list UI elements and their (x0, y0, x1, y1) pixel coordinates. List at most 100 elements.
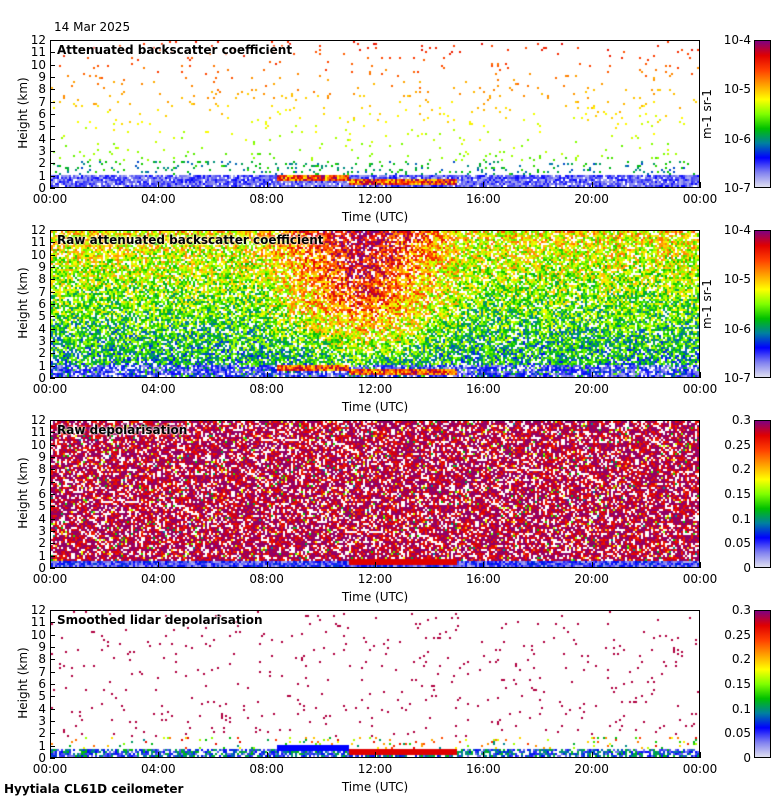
y-tick-mark (50, 745, 55, 747)
colorbar-tick-label: 0.25 (724, 437, 751, 452)
y-axis-label: Height (km) (16, 267, 30, 339)
x-tick-label: 20:00 (574, 382, 609, 396)
x-tick-label: 20:00 (574, 762, 609, 776)
x-tick-mark (483, 752, 485, 758)
x-tick-label: 00:00 (32, 572, 68, 586)
x-tick-mark (158, 752, 160, 758)
y-axis-label: Height (km) (16, 457, 30, 529)
colorbar-tick-label: 0.15 (724, 677, 751, 691)
x-tick-label: 12:00 (357, 762, 393, 776)
y-tick-label: 7 (38, 664, 46, 679)
y-tick-mark (50, 634, 55, 636)
x-tick-mark (50, 752, 51, 758)
y-tick-mark (50, 89, 55, 91)
panel-title: Raw attenuated backscatter coefficient (57, 233, 324, 247)
y-tick-mark (50, 52, 55, 54)
x-tick-mark (266, 372, 268, 378)
y-tick-mark (50, 568, 55, 569)
y-tick-label: 1 (38, 738, 46, 753)
y-tick-label: 12 (30, 413, 46, 427)
y-tick-mark (50, 543, 55, 545)
y-tick-label: 10 (30, 57, 46, 72)
x-tick-label: 08:00 (249, 762, 284, 776)
panel-title: Attenuated backscatter coefficient (57, 43, 293, 57)
y-tick-label: 0 (38, 181, 46, 195)
heatmap-canvas (51, 231, 699, 377)
y-tick-mark (50, 555, 55, 557)
x-tick-mark (266, 752, 268, 758)
colorbar-tick-label: 10-7 (723, 181, 751, 195)
x-tick-label: 04:00 (141, 192, 176, 206)
colorbar-tick-label: 10-5 (723, 82, 751, 97)
x-tick-mark (50, 182, 51, 188)
y-tick-mark (50, 671, 55, 673)
plot-area: Attenuated backscatter coefficient (50, 40, 700, 188)
y-tick-label: 4 (38, 321, 46, 336)
y-tick-label: 3 (38, 144, 46, 158)
y-tick-label: 9 (38, 450, 46, 464)
x-tick-mark (375, 372, 376, 378)
colorbar-tick-label: 0 (743, 561, 751, 575)
x-tick-mark (375, 182, 376, 188)
x-tick-mark (50, 372, 51, 378)
x-tick-mark (158, 372, 160, 378)
y-tick-label: 0 (38, 561, 46, 575)
y-tick-mark (50, 481, 55, 483)
y-axis-label: Height (km) (16, 77, 30, 149)
colorbar-tick-label: 0.1 (731, 511, 751, 526)
colorbar-tick-label: 10-4 (723, 33, 751, 47)
x-tick-mark (375, 752, 376, 758)
y-tick-mark (50, 64, 55, 66)
y-tick-label: 6 (38, 107, 46, 121)
x-axis-label: Time (UTC) (341, 590, 409, 604)
x-tick-label: 08:00 (249, 382, 284, 396)
y-tick-label: 6 (38, 297, 46, 311)
x-tick-mark (700, 752, 701, 758)
y-tick-mark (50, 175, 55, 177)
colorbar-tick-label: 0.1 (731, 701, 751, 716)
date-label: 14 Mar 2025 (54, 20, 131, 34)
plot-area: Raw attenuated backscatter coefficient (50, 230, 700, 378)
x-tick-mark (591, 752, 593, 758)
x-tick-label: 00:00 (682, 192, 718, 206)
x-tick-label: 16:00 (466, 572, 501, 586)
y-tick-label: 11 (30, 45, 46, 60)
y-tick-label: 8 (38, 82, 46, 97)
colorbar-tick-label: 0 (743, 751, 751, 765)
y-tick-label: 3 (38, 524, 46, 538)
colorbar-tick-label: 0.2 (731, 462, 751, 477)
y-tick-label: 11 (30, 425, 46, 440)
y-tick-mark (50, 138, 55, 140)
x-tick-mark (591, 562, 593, 568)
x-tick-mark (591, 372, 593, 378)
y-tick-label: 0 (38, 371, 46, 385)
colorbar-tick-label: 0.25 (724, 627, 751, 642)
y-tick-mark (50, 365, 55, 367)
y-tick-label: 0 (38, 751, 46, 765)
y-tick-mark (50, 328, 55, 330)
x-tick-mark (483, 372, 485, 378)
x-axis-label: Time (UTC) (341, 780, 409, 794)
x-tick-label: 00:00 (32, 762, 68, 776)
y-tick-label: 11 (30, 235, 46, 250)
y-tick-mark (50, 188, 55, 189)
colorbar-unit-label: m-1 sr-1 (700, 89, 714, 139)
colorbar-tick-label: 10-6 (723, 131, 751, 146)
y-tick-label: 4 (38, 701, 46, 716)
y-tick-mark (50, 316, 55, 318)
y-tick-label: 7 (38, 94, 46, 109)
y-tick-label: 7 (38, 474, 46, 489)
y-tick-mark (50, 420, 55, 421)
y-tick-mark (50, 432, 55, 434)
plot-area: Raw depolarisation (50, 420, 700, 568)
x-tick-label: 12:00 (357, 192, 393, 206)
y-tick-mark (50, 114, 55, 115)
y-tick-label: 3 (38, 334, 46, 348)
y-tick-mark (50, 684, 55, 685)
y-tick-mark (50, 242, 55, 244)
y-tick-label: 5 (38, 689, 46, 704)
x-tick-label: 16:00 (466, 192, 501, 206)
colorbar-tick-label: 0.2 (731, 652, 751, 667)
y-tick-label: 2 (38, 156, 46, 171)
